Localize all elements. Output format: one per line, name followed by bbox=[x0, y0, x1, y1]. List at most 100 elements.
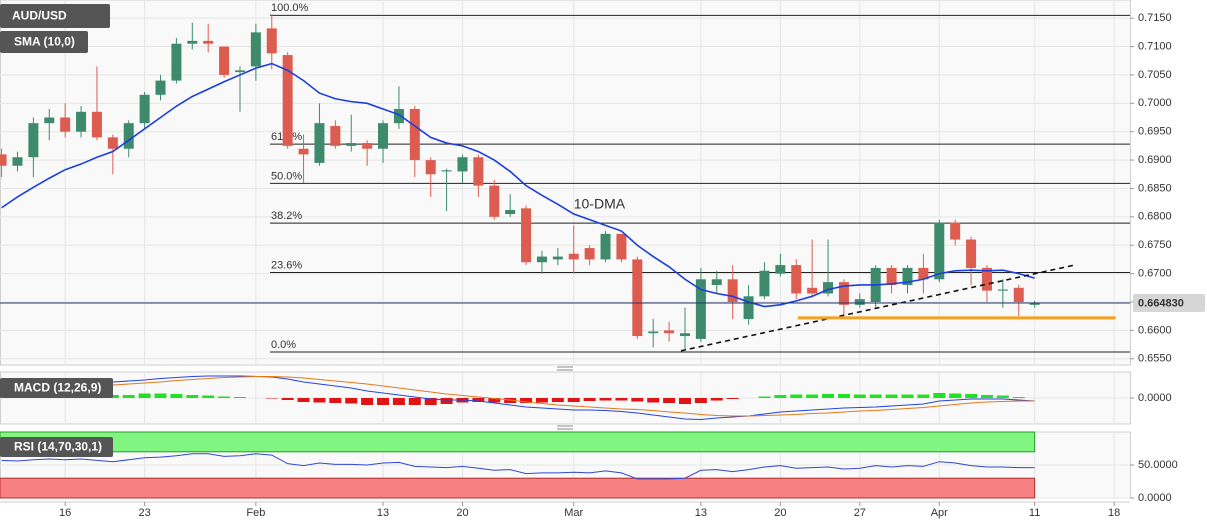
candle-body bbox=[123, 123, 134, 149]
histogram-bar bbox=[790, 394, 803, 398]
candle-body bbox=[250, 32, 261, 67]
y-tick-label: 0.6600 bbox=[1138, 324, 1172, 336]
histogram-bar bbox=[853, 394, 866, 398]
histogram-bar bbox=[345, 398, 358, 404]
candle-body bbox=[393, 108, 404, 124]
histogram-bar bbox=[186, 395, 199, 398]
legend-box bbox=[0, 437, 113, 457]
candle-body bbox=[759, 270, 770, 297]
histogram-bar bbox=[837, 394, 850, 398]
candle-body bbox=[981, 267, 992, 291]
histogram-bar bbox=[392, 398, 405, 405]
histogram-bar bbox=[233, 397, 246, 398]
histogram-bar bbox=[281, 398, 294, 400]
candle-body bbox=[886, 267, 897, 285]
candle-body bbox=[552, 256, 563, 260]
fib-label: 50.0% bbox=[271, 170, 302, 182]
candle-body bbox=[155, 80, 166, 95]
candle-body bbox=[457, 157, 468, 172]
candle-body bbox=[60, 117, 71, 132]
y-tick-label: 0.6900 bbox=[1138, 154, 1172, 166]
x-tick-label: 13 bbox=[377, 507, 389, 519]
fib-label: 23.6% bbox=[271, 259, 302, 271]
candle-body bbox=[219, 46, 230, 75]
macd-line bbox=[1, 375, 1035, 417]
rsi-line bbox=[1, 453, 1035, 480]
histogram-bar bbox=[535, 398, 548, 403]
candle-body bbox=[743, 296, 754, 320]
histogram-bar bbox=[996, 395, 1009, 398]
candle-body bbox=[171, 43, 182, 81]
candle-body bbox=[966, 239, 977, 268]
candle-body bbox=[695, 279, 706, 339]
histogram-bar bbox=[917, 394, 930, 398]
candle-body bbox=[107, 137, 118, 149]
histogram-bar bbox=[424, 398, 437, 405]
y-tick-label: 0.6550 bbox=[1138, 353, 1172, 365]
histogram-bar bbox=[265, 398, 278, 399]
histogram-bar bbox=[615, 398, 628, 401]
y-tick-label: 0.6800 bbox=[1138, 211, 1172, 223]
candle-body bbox=[441, 170, 452, 172]
x-tick-label: 16 bbox=[59, 507, 71, 519]
candle-body bbox=[28, 123, 39, 158]
macd-line bbox=[1, 375, 1035, 421]
histogram-bar bbox=[694, 398, 707, 403]
x-tick-label: 27 bbox=[854, 507, 866, 519]
candle-body bbox=[76, 111, 87, 132]
histogram-bar bbox=[138, 393, 151, 398]
candle-body bbox=[854, 299, 865, 305]
candle-body bbox=[409, 108, 420, 161]
candle-body bbox=[679, 333, 690, 337]
histogram-bar bbox=[663, 398, 676, 403]
histogram-bar bbox=[678, 398, 691, 404]
y-tick-label: 0.7100 bbox=[1138, 40, 1172, 52]
candle-body bbox=[473, 157, 484, 186]
candle-body bbox=[632, 259, 643, 337]
candle-body bbox=[823, 282, 834, 294]
histogram-bar bbox=[822, 394, 835, 398]
histogram-bar bbox=[218, 396, 231, 398]
x-tick-label: Apr bbox=[931, 507, 948, 519]
candle-body bbox=[775, 265, 786, 274]
histogram-bar bbox=[774, 395, 787, 398]
candle-body bbox=[1013, 287, 1024, 302]
sma-line bbox=[1, 62, 1035, 308]
x-tick-label: Feb bbox=[246, 507, 265, 519]
candle-body bbox=[536, 256, 547, 263]
y-tick-label: 0.7050 bbox=[1138, 69, 1172, 81]
histogram-bar bbox=[313, 398, 326, 403]
candle-body bbox=[0, 154, 7, 166]
candle-body bbox=[298, 148, 309, 155]
panel bbox=[0, 0, 1131, 366]
panel-grip bbox=[557, 366, 573, 430]
histogram-bar bbox=[869, 394, 882, 398]
histogram-bar bbox=[408, 398, 421, 405]
histogram-bar bbox=[377, 398, 390, 405]
fib-label: 0.0% bbox=[271, 339, 296, 351]
histogram-bar bbox=[472, 398, 485, 402]
histogram-bar bbox=[1012, 397, 1025, 398]
x-tick-label: 11 bbox=[1029, 507, 1040, 519]
candle-body bbox=[12, 157, 23, 166]
y-tick-label: 50.0000 bbox=[1138, 459, 1178, 471]
candle-body bbox=[330, 126, 341, 146]
candle-body bbox=[648, 331, 659, 334]
candle-body bbox=[521, 208, 532, 263]
candle-body bbox=[282, 55, 293, 146]
candle-body bbox=[600, 233, 611, 260]
x-tick-label: 20 bbox=[456, 507, 468, 519]
histogram-bar bbox=[901, 394, 914, 398]
histogram-bar bbox=[980, 395, 993, 398]
legend-title: AUD/USD bbox=[12, 9, 67, 23]
histogram-bar bbox=[710, 398, 723, 401]
histogram-bar bbox=[122, 395, 135, 398]
histogram-bar bbox=[949, 393, 962, 398]
legend-box bbox=[0, 378, 113, 398]
y-tick-label: 0.6850 bbox=[1138, 182, 1172, 194]
annotation: 10-DMA bbox=[574, 196, 626, 212]
candle-body bbox=[616, 233, 627, 260]
histogram-bar bbox=[583, 398, 596, 401]
